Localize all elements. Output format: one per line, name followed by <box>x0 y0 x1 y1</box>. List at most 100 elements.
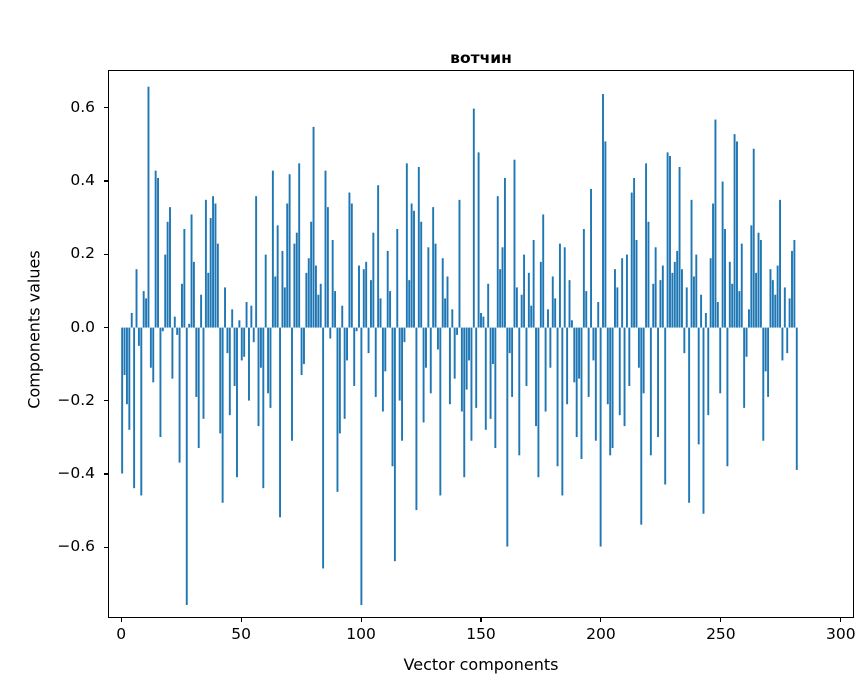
bar <box>305 272 308 328</box>
bar <box>460 327 463 412</box>
bar <box>494 327 497 449</box>
bar <box>161 327 164 332</box>
bar <box>247 327 250 401</box>
bar <box>190 214 193 328</box>
bar <box>508 327 511 354</box>
bar <box>271 170 274 328</box>
bar <box>140 327 143 496</box>
bar <box>135 269 138 328</box>
bar <box>372 232 375 328</box>
bar <box>348 192 351 328</box>
bar <box>726 327 729 467</box>
bar <box>728 261 731 328</box>
x-tick-label: 250 <box>706 625 736 643</box>
bar <box>733 134 736 328</box>
bar <box>358 265 360 328</box>
x-tick-label: 150 <box>466 625 496 643</box>
bar <box>336 327 339 492</box>
bar <box>616 287 619 328</box>
bar <box>525 327 528 386</box>
bar <box>755 272 758 328</box>
bar <box>145 298 148 328</box>
bar <box>520 294 523 328</box>
bar <box>298 163 301 328</box>
bar <box>125 327 128 405</box>
x-tick-mark <box>600 618 602 623</box>
bar <box>209 218 212 328</box>
bar <box>322 327 325 569</box>
bar <box>274 276 277 328</box>
bar <box>585 291 588 328</box>
y-tick-label: −0.6 <box>57 537 95 556</box>
bar <box>257 327 260 427</box>
y-tick-mark <box>104 546 109 548</box>
bar <box>236 327 238 478</box>
bar <box>532 239 535 328</box>
bar <box>434 243 437 328</box>
bar <box>166 221 169 328</box>
bar <box>654 247 657 328</box>
bar <box>573 327 576 383</box>
bar <box>788 298 791 328</box>
bar <box>537 327 540 478</box>
bar <box>664 327 667 485</box>
bar <box>609 327 612 456</box>
bar <box>444 298 447 328</box>
bar <box>630 192 633 328</box>
bar <box>604 141 607 328</box>
bar <box>743 327 746 408</box>
y-tick-mark <box>104 326 109 329</box>
bar <box>642 327 645 394</box>
bar <box>307 258 310 328</box>
bar <box>453 327 456 379</box>
bar <box>255 196 258 328</box>
bar <box>506 327 509 547</box>
bar <box>331 239 334 328</box>
bar <box>408 280 411 328</box>
bar <box>783 287 786 328</box>
bar <box>592 327 595 361</box>
bar <box>200 294 203 328</box>
bar <box>786 327 789 354</box>
bar <box>405 163 408 328</box>
y-tick-label: 0.4 <box>70 170 95 189</box>
bar <box>398 327 401 401</box>
bar <box>463 327 466 478</box>
bar <box>659 280 662 328</box>
bar <box>556 327 559 467</box>
bar <box>458 199 461 328</box>
y-tick-label: 0.2 <box>70 244 95 263</box>
bar <box>554 298 557 328</box>
bar <box>747 309 750 328</box>
bar <box>597 302 600 328</box>
bar <box>178 327 181 463</box>
bar <box>503 177 506 328</box>
bar <box>281 250 284 328</box>
bar <box>324 170 327 328</box>
bar <box>157 177 159 328</box>
x-tick-mark <box>120 618 122 623</box>
bar <box>188 323 191 328</box>
bar <box>171 327 174 379</box>
bar <box>152 327 155 383</box>
bar <box>369 280 372 328</box>
x-tick-mark <box>840 618 842 623</box>
bar <box>566 327 569 405</box>
bar <box>267 327 270 394</box>
bar <box>511 327 514 397</box>
bar <box>396 229 399 328</box>
bar <box>700 294 703 328</box>
bar <box>224 287 226 328</box>
bar <box>252 327 255 343</box>
bar <box>762 327 765 441</box>
bar <box>527 272 530 328</box>
bar <box>343 327 346 419</box>
bar <box>499 269 502 328</box>
bar <box>446 276 449 328</box>
bar <box>769 269 772 328</box>
bar <box>202 327 205 419</box>
bar <box>451 309 454 328</box>
bar <box>338 327 341 434</box>
bar <box>695 254 698 328</box>
bar <box>721 181 724 328</box>
